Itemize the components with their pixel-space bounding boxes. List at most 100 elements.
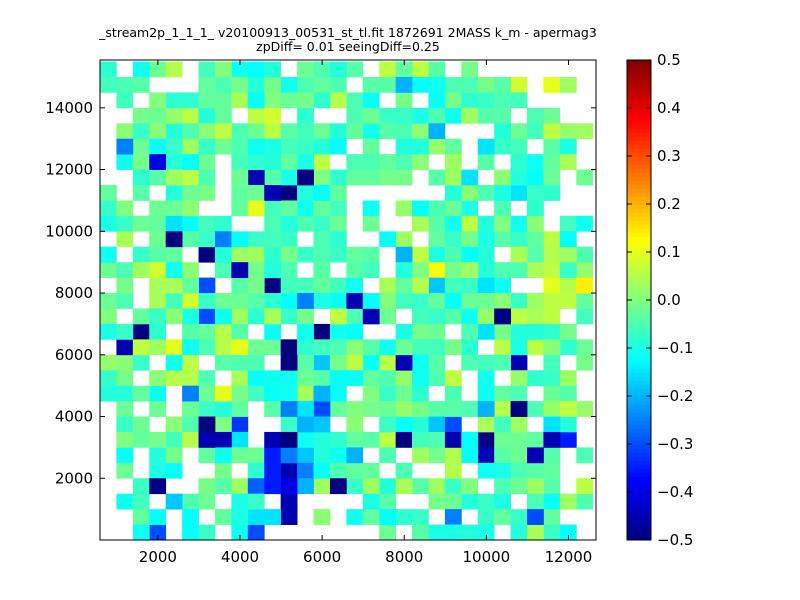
- heatmap-cell: [231, 154, 249, 170]
- heatmap-cell: [510, 154, 528, 170]
- heatmap-cell: [264, 462, 282, 479]
- colorbar-segment: [627, 164, 651, 169]
- heatmap-cell: [543, 416, 561, 433]
- heatmap-cell: [198, 76, 216, 93]
- heatmap-cell: [100, 246, 117, 263]
- heatmap-cell: [231, 447, 249, 464]
- heatmap-cell: [100, 293, 117, 309]
- heatmap-cell: [165, 92, 183, 109]
- heatmap-cell: [264, 447, 282, 464]
- heatmap-cell: [149, 123, 167, 140]
- heatmap-cell: [313, 61, 331, 78]
- heatmap-cell: [494, 185, 511, 201]
- heatmap-cell: [477, 431, 495, 448]
- colorbar-segment: [627, 168, 651, 173]
- colorbar-segment: [627, 76, 651, 81]
- heatmap-cell: [379, 123, 397, 140]
- heatmap-cell: [165, 370, 183, 387]
- heatmap-cell: [362, 200, 380, 217]
- heatmap-cell: [346, 169, 364, 186]
- heatmap-cell: [329, 354, 347, 371]
- colorbar-segment: [627, 156, 651, 161]
- heatmap-cell: [346, 61, 364, 78]
- heatmap-cell: [100, 200, 117, 217]
- heatmap-cell: [329, 339, 347, 356]
- heatmap-cell: [231, 401, 249, 417]
- heatmap-cell: [412, 370, 429, 387]
- heatmap-cell: [510, 246, 528, 263]
- heatmap-cell: [346, 370, 364, 387]
- heatmap-cell: [149, 231, 167, 248]
- heatmap-cell: [182, 354, 199, 371]
- heatmap-cell: [362, 293, 380, 309]
- heatmap-cell: [297, 61, 314, 78]
- heatmap-cell: [247, 262, 265, 279]
- heatmap-cell: [576, 277, 594, 294]
- heatmap-cell: [461, 493, 479, 510]
- heatmap-cell: [182, 169, 199, 186]
- colorbar-segment: [627, 400, 651, 405]
- heatmap-cell: [444, 293, 462, 309]
- heatmap-cell: [477, 231, 495, 248]
- heatmap-cell: [182, 215, 199, 232]
- heatmap-cell: [494, 262, 511, 279]
- heatmap-cell: [313, 323, 331, 340]
- heatmap-cell: [149, 246, 167, 263]
- heatmap-cell: [362, 262, 380, 279]
- heatmap-cell: [379, 107, 397, 124]
- heatmap-cell: [231, 308, 249, 325]
- colorbar-tick-label: 0.3: [657, 147, 681, 165]
- heatmap-cell: [428, 215, 446, 232]
- heatmap-cell: [444, 138, 462, 155]
- heatmap-cell: [412, 354, 429, 371]
- colorbar-segment: [627, 220, 651, 225]
- y-tick-label: 2000: [55, 469, 93, 487]
- heatmap-cell: [412, 339, 429, 356]
- heatmap-cell: [379, 493, 397, 510]
- heatmap-cell: [444, 416, 462, 433]
- heatmap-cell: [198, 185, 216, 201]
- heatmap-cell: [428, 107, 446, 124]
- heatmap-cell: [428, 308, 446, 325]
- heatmap-cell: [182, 401, 199, 417]
- heatmap-cell: [198, 478, 216, 495]
- heatmap-cell: [444, 185, 462, 201]
- heatmap-cell: [527, 200, 544, 217]
- colorbar-segment: [627, 276, 651, 281]
- heatmap-cell: [543, 308, 561, 325]
- heatmap-cell: [329, 447, 347, 464]
- heatmap-cell: [264, 401, 282, 417]
- heatmap-cell: [510, 123, 528, 140]
- colorbar-tick-label: −0.5: [657, 531, 693, 549]
- heatmap-cell: [395, 169, 413, 186]
- heatmap-cell: [510, 138, 528, 155]
- heatmap-cell: [395, 61, 413, 78]
- heatmap-cell: [149, 431, 167, 448]
- heatmap-cell: [165, 293, 183, 309]
- heatmap-cell: [247, 231, 265, 248]
- heatmap-cell: [116, 385, 134, 402]
- colorbar-segment: [627, 348, 651, 353]
- colorbar-segment: [627, 336, 651, 341]
- colorbar-segment: [627, 84, 651, 89]
- colorbar-segment: [627, 420, 651, 425]
- heatmap-cell: [576, 262, 594, 279]
- heatmap-cell: [395, 370, 413, 387]
- colorbar-segment: [627, 492, 651, 497]
- heatmap-cell: [165, 431, 183, 448]
- colorbar-segment: [627, 304, 651, 309]
- heatmap-cell: [461, 61, 479, 78]
- heatmap-cell: [559, 385, 577, 402]
- heatmap-cell: [165, 200, 183, 217]
- heatmap-cell: [198, 416, 216, 433]
- y-axis: 2000 4000 6000 8000 10000 12000 14000: [45, 99, 596, 487]
- heatmap-cell: [198, 401, 216, 417]
- heatmap-cell: [182, 416, 199, 433]
- heatmap-cell: [329, 138, 347, 155]
- heatmap-cell: [543, 293, 561, 309]
- heatmap-cell: [477, 76, 495, 93]
- colorbar-segment: [627, 108, 651, 113]
- heatmap-cell: [329, 308, 347, 325]
- heatmap-cell: [477, 493, 495, 510]
- heatmap-cell: [149, 277, 167, 294]
